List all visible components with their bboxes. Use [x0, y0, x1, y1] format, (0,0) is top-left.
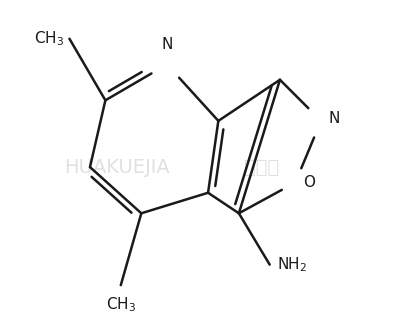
Text: 化学加: 化学加	[244, 157, 279, 177]
Text: N: N	[161, 36, 173, 52]
Text: CH$_3$: CH$_3$	[106, 295, 136, 314]
Text: CH$_3$: CH$_3$	[34, 29, 64, 48]
Text: N: N	[329, 111, 340, 126]
Text: HUAKUEJIA: HUAKUEJIA	[64, 157, 170, 177]
Text: NH$_2$: NH$_2$	[277, 255, 307, 274]
Text: O: O	[303, 175, 315, 190]
